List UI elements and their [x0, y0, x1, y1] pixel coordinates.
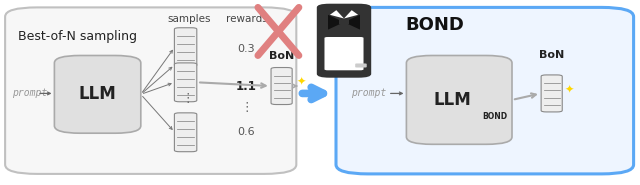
Text: 0.6: 0.6 — [237, 127, 255, 137]
FancyBboxPatch shape — [5, 7, 296, 174]
Text: ⋮: ⋮ — [240, 101, 253, 114]
Polygon shape — [328, 15, 344, 30]
FancyBboxPatch shape — [541, 75, 563, 112]
Text: BoN: BoN — [539, 51, 564, 60]
FancyBboxPatch shape — [174, 113, 197, 152]
Text: ✦: ✦ — [564, 85, 574, 95]
Text: 1.1: 1.1 — [236, 80, 257, 92]
Polygon shape — [344, 15, 360, 30]
Text: LLM: LLM — [79, 85, 116, 103]
Text: ⋮: ⋮ — [181, 92, 194, 105]
Text: samples: samples — [167, 14, 211, 23]
Text: 0.3: 0.3 — [237, 44, 255, 54]
Polygon shape — [339, 20, 349, 24]
Text: Best-of-N sampling: Best-of-N sampling — [18, 30, 137, 43]
FancyBboxPatch shape — [317, 4, 371, 78]
Text: BoN: BoN — [269, 51, 294, 61]
Polygon shape — [344, 10, 358, 18]
FancyBboxPatch shape — [324, 37, 364, 70]
Text: ✦: ✦ — [296, 77, 306, 87]
FancyBboxPatch shape — [336, 7, 634, 174]
Text: BOND: BOND — [482, 112, 507, 121]
FancyBboxPatch shape — [174, 28, 197, 67]
Text: prompt: prompt — [351, 88, 386, 98]
FancyBboxPatch shape — [271, 68, 292, 105]
Text: prompt: prompt — [12, 88, 47, 98]
Polygon shape — [330, 10, 344, 18]
FancyBboxPatch shape — [406, 56, 512, 144]
FancyBboxPatch shape — [54, 56, 141, 133]
FancyBboxPatch shape — [355, 63, 367, 68]
Text: rewards: rewards — [225, 14, 268, 23]
Text: BOND: BOND — [406, 16, 465, 34]
Text: LLM: LLM — [434, 91, 472, 109]
FancyBboxPatch shape — [174, 63, 197, 102]
